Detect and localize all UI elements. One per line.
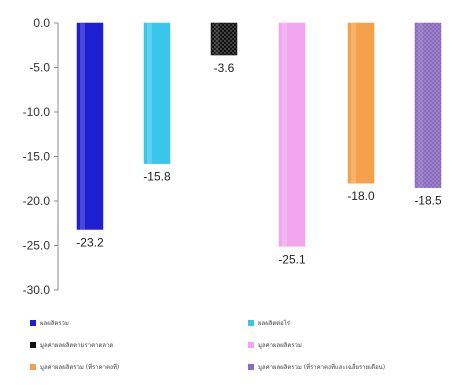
- data-label-3: -25.1: [278, 252, 306, 266]
- y-tick-label: -30.0: [23, 283, 51, 297]
- bar-2: [210, 22, 238, 56]
- y-axis-ticks: 0.0 -5.0 -10.0 -15.0 -20.0 -25.0 -30.0: [23, 16, 58, 297]
- bar-5: [414, 22, 442, 188]
- y-tick-label: 0.0: [33, 16, 50, 30]
- data-label-4: -18.0: [347, 189, 375, 203]
- y-tick-label: -15.0: [23, 150, 51, 164]
- bar-highlight-3: [282, 23, 287, 247]
- bar-0: [76, 22, 104, 230]
- bar-4: [347, 22, 375, 184]
- bars: [76, 22, 442, 247]
- bar-highlight-4: [351, 23, 356, 184]
- y-tick-label: -10.0: [23, 105, 51, 119]
- data-label-1: -15.8: [143, 170, 171, 184]
- bar-highlight-0: [80, 23, 85, 230]
- data-labels: -23.2 -15.8 -3.6 -25.1 -18.0 -18.5: [76, 61, 442, 266]
- bar-highlight-1: [147, 23, 152, 164]
- bar-1: [143, 22, 171, 164]
- data-label-5: -18.5: [414, 194, 442, 208]
- data-label-2: -3.6: [214, 61, 235, 75]
- bar-3: [278, 22, 306, 247]
- data-label-0: -23.2: [76, 235, 104, 249]
- y-tick-label: -5.0: [29, 61, 50, 75]
- bar-highlight-2: [214, 23, 219, 56]
- y-tick-label: -25.0: [23, 239, 51, 253]
- bar-highlight-5: [418, 23, 423, 188]
- y-tick-label: -20.0: [23, 194, 51, 208]
